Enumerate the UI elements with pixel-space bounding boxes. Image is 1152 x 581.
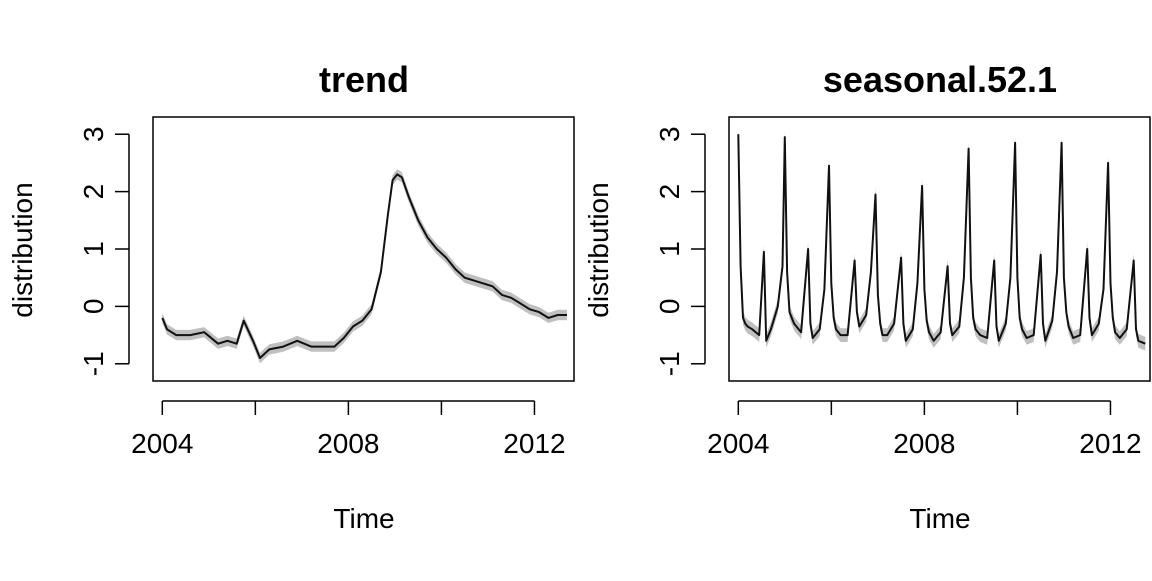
y-tick-label: 3 [78, 126, 109, 142]
y-tick-label: 3 [654, 126, 685, 142]
data-marks [737, 127, 1146, 351]
chart-title: seasonal.52.1 [823, 59, 1057, 100]
y-tick-label: 2 [654, 184, 685, 200]
y-axis-label: distribution [7, 182, 38, 317]
y-axis-label: distribution [583, 182, 614, 317]
x-axis-label: Time [909, 503, 970, 534]
data-marks [161, 169, 568, 364]
y-tick-label: 0 [78, 299, 109, 315]
axis-ticks: 2004 2008 2012 -1 0 1 2 3 [654, 126, 1142, 459]
y-tick-label: -1 [78, 351, 109, 376]
chart-title: trend [319, 59, 409, 100]
x-tick-label: 2004 [707, 428, 769, 459]
y-tick-label: 2 [78, 184, 109, 200]
y-tick-label: -1 [654, 351, 685, 376]
x-tick-label: 2012 [1079, 428, 1141, 459]
x-tick-label: 2008 [893, 428, 955, 459]
y-tick-label: 1 [654, 241, 685, 257]
uncertainty-band [162, 169, 568, 364]
trend-panel: trend Time distribution 2004 2008 2012 -1 0 1… [7, 59, 575, 534]
seasonal-panel: seasonal.52.1 Time distribution 2004 2008… [583, 59, 1151, 534]
axis-ticks: 2004 2008 2012 -1 0 1 2 3 [78, 126, 566, 459]
x-tick-label: 2008 [317, 428, 379, 459]
series-line [161, 173, 567, 359]
x-tick-label: 2004 [131, 428, 193, 459]
x-axis-label: Time [333, 503, 394, 534]
y-tick-label: 1 [78, 241, 109, 257]
series-line [737, 134, 1146, 345]
x-tick-label: 2012 [503, 428, 565, 459]
plot-frame [152, 116, 575, 382]
y-tick-label: 0 [654, 299, 685, 315]
plot-frame [728, 116, 1151, 382]
